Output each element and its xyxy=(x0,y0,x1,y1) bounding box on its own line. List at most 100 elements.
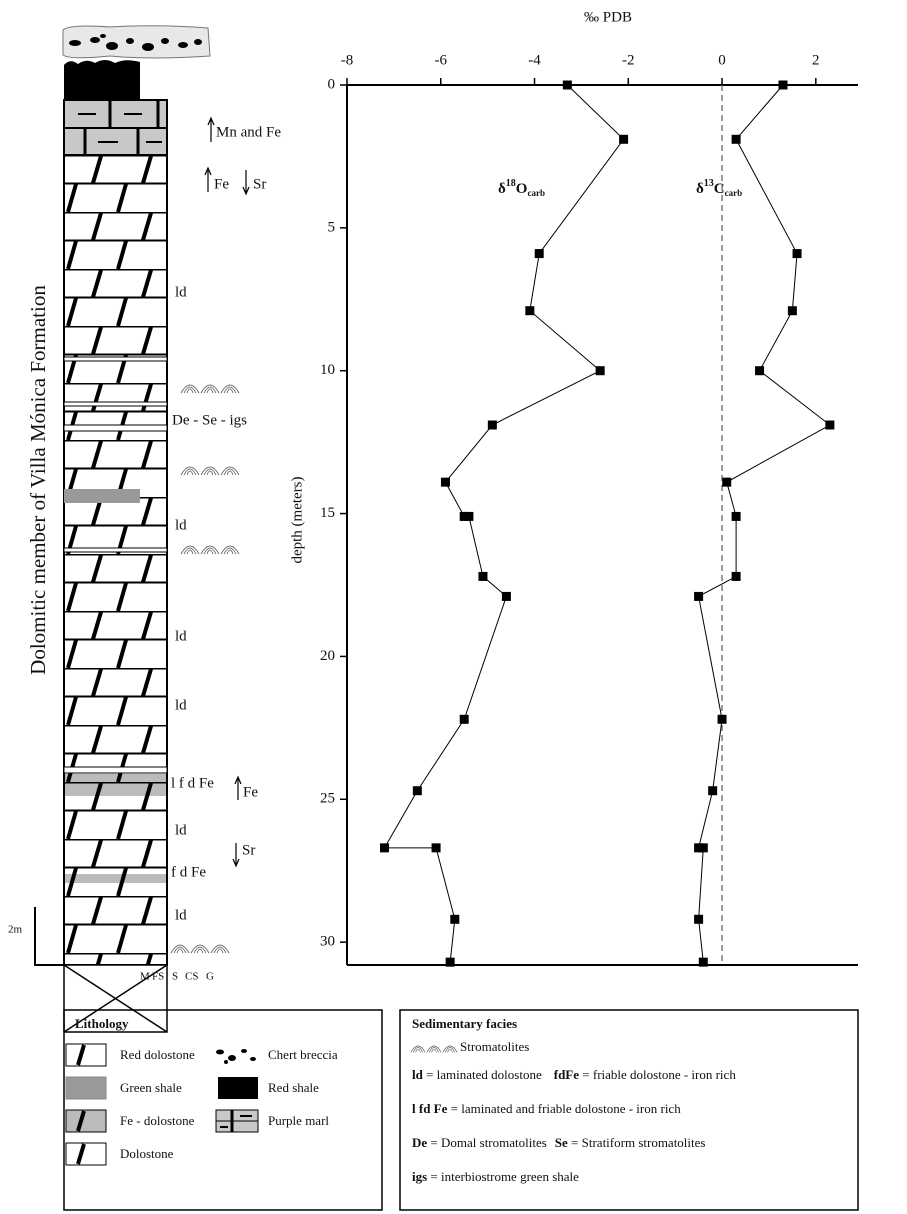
annotation: Sr xyxy=(242,842,255,858)
data-point xyxy=(708,786,718,796)
green-shale xyxy=(64,489,140,503)
stromatolite-symbol xyxy=(410,1045,458,1053)
data-point xyxy=(792,249,802,259)
data-point xyxy=(464,511,474,521)
data-point xyxy=(717,714,727,724)
series-line xyxy=(383,84,625,963)
data-point xyxy=(487,420,497,430)
column: Dolomitic member of Villa Mónica Formati… xyxy=(8,25,281,1033)
legend-label: Green shale xyxy=(120,1080,182,1095)
grain-size: M xyxy=(140,971,150,983)
data-point xyxy=(445,957,455,967)
data-point xyxy=(440,477,450,487)
data-point xyxy=(694,914,704,924)
data-point xyxy=(534,249,544,259)
data-point xyxy=(755,366,765,376)
legend-label: Red shale xyxy=(268,1080,319,1095)
series-label: δ18Ocarb xyxy=(498,178,545,198)
legend-label: Stromatolites xyxy=(460,1039,529,1054)
grain-size: G xyxy=(206,971,214,983)
purple-marl xyxy=(63,99,168,156)
grain-size: FS xyxy=(152,971,164,983)
annotation: De - Se - igs xyxy=(172,412,247,428)
annotation: ld xyxy=(175,284,187,300)
y-tick-label: 10 xyxy=(320,362,335,378)
y-axis-label: depth (meters) xyxy=(289,476,305,563)
dolostone-column xyxy=(63,99,168,966)
data-point xyxy=(619,134,629,144)
data-point xyxy=(731,571,741,581)
x-tick-label: -4 xyxy=(528,52,541,68)
legend-label: Red dolostone xyxy=(120,1047,195,1062)
lithology-legend: Lithology Red dolostone Green shale Fe -… xyxy=(63,1009,383,1211)
legend-row: igs = interbiostrome green shale xyxy=(412,1169,579,1184)
data-point xyxy=(459,714,469,724)
data-point xyxy=(412,786,422,796)
annotation: f d Fe xyxy=(171,864,206,880)
data-point xyxy=(731,134,741,144)
annotation: ld xyxy=(175,697,187,713)
data-point xyxy=(450,914,460,924)
data-point xyxy=(694,843,704,853)
grain-size: CS xyxy=(185,971,198,983)
data-point xyxy=(825,420,835,430)
y-tick-label: 15 xyxy=(320,505,335,521)
legend-label: Purple marl xyxy=(268,1113,329,1128)
base-box xyxy=(63,964,168,1033)
y-tick-label: 30 xyxy=(320,934,335,950)
legend-label: Dolostone xyxy=(120,1146,174,1161)
annotation: Fe xyxy=(214,176,229,192)
column-title: Dolomitic member of Villa Mónica Formati… xyxy=(26,285,50,675)
stromatolite-symbol xyxy=(170,944,230,954)
facies-legend: Sedimentary facies Stromatolites ld = la… xyxy=(399,1009,859,1211)
annotation: Fe xyxy=(243,784,258,800)
annotation: ld xyxy=(175,517,187,533)
data-point xyxy=(562,80,572,90)
grain-size: S xyxy=(172,971,178,983)
annotation: ld xyxy=(175,628,187,644)
legend-label: Chert breccia xyxy=(268,1047,338,1062)
data-point xyxy=(501,591,511,601)
chert-clasts xyxy=(69,34,202,51)
data-point xyxy=(731,511,741,521)
data-point xyxy=(698,843,708,853)
annotation: ld xyxy=(175,822,187,838)
y-tick-label: 25 xyxy=(320,791,335,807)
series-line xyxy=(697,84,831,963)
data-point xyxy=(722,477,732,487)
data-point xyxy=(431,843,441,853)
fe-dolostone xyxy=(64,774,167,796)
arrows xyxy=(204,116,250,868)
y-tick-label: 5 xyxy=(328,219,336,235)
scale-bar xyxy=(34,907,64,966)
stromatolite-symbol xyxy=(180,384,240,394)
scale-label: 2m xyxy=(8,924,23,936)
stromatolite-symbol xyxy=(180,466,240,476)
y-tick-label: 0 xyxy=(328,76,336,92)
data-point xyxy=(380,843,390,853)
data-point xyxy=(778,80,788,90)
red-shale xyxy=(64,60,140,100)
x-tick-label: -6 xyxy=(435,52,448,68)
legend-row: l fd Fe = laminated and friable doloston… xyxy=(412,1101,681,1116)
legend-title: Sedimentary facies xyxy=(412,1016,517,1031)
data-point xyxy=(698,957,708,967)
y-tick-label: 20 xyxy=(320,648,335,664)
data-point xyxy=(525,306,535,316)
annotation: ld xyxy=(175,907,187,923)
series-label: δ13Ccarb xyxy=(696,178,742,198)
stromatolite-symbol xyxy=(180,545,240,555)
chert-breccia xyxy=(62,25,211,59)
x-tick-label: 2 xyxy=(812,52,820,68)
annotation: Mn and Fe xyxy=(216,124,281,140)
fe-dolostone xyxy=(64,874,167,883)
legend-title: Lithology xyxy=(75,1016,129,1031)
legend-row: De = Domal stromatolites Se = Stratiform … xyxy=(412,1135,705,1150)
x-tick-label: 0 xyxy=(718,52,726,68)
annotation: l f d Fe xyxy=(171,775,214,791)
data-point xyxy=(459,511,469,521)
x-tick-label: -8 xyxy=(341,52,354,68)
x-tick-label: -2 xyxy=(622,52,635,68)
